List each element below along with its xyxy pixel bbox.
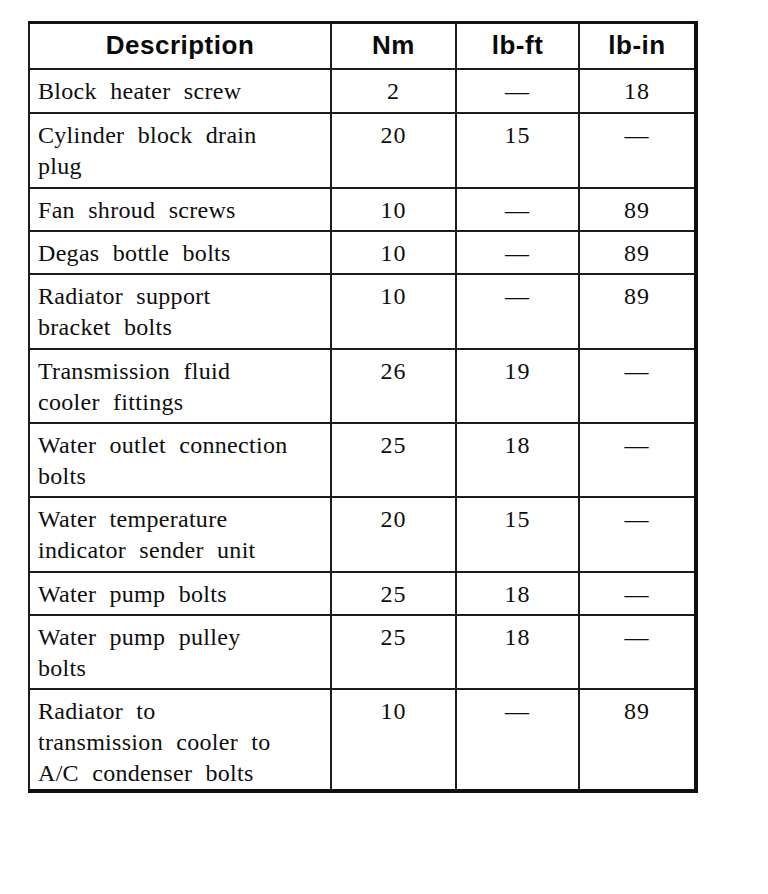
col-header-lb-in: lb-in <box>579 23 696 69</box>
nm-cell: 20 <box>331 113 456 188</box>
lb-in-cell: 89 <box>579 689 696 791</box>
table-row: Cylinder block drain plug 20 15 — <box>29 113 696 188</box>
lb-in-cell: — <box>579 113 696 188</box>
description-cell: Water pump bolts <box>29 572 331 615</box>
table-row: Water pump bolts 25 18 — <box>29 572 696 615</box>
description-cell: Cylinder block drain plug <box>29 113 331 188</box>
header-row: Description Nm lb-ft lb-in <box>29 23 696 69</box>
lb-in-cell: — <box>579 497 696 572</box>
table-row: Water pump pulley bolts 25 18 — <box>29 615 696 689</box>
lb-ft-cell: 18 <box>456 572 579 615</box>
lb-in-cell: 89 <box>579 274 696 349</box>
nm-cell: 26 <box>331 349 456 423</box>
lb-ft-cell: 15 <box>456 113 579 188</box>
lb-ft-cell: 18 <box>456 615 579 689</box>
description-cell: Block heater screw <box>29 69 331 113</box>
col-header-lb-ft: lb-ft <box>456 23 579 69</box>
lb-ft-cell: — <box>456 69 579 113</box>
nm-cell: 10 <box>331 274 456 349</box>
lb-ft-cell: — <box>456 274 579 349</box>
table-row: Radiator to transmission cooler to A/C c… <box>29 689 696 791</box>
nm-cell: 25 <box>331 615 456 689</box>
lb-in-cell: — <box>579 572 696 615</box>
lb-in-cell: 18 <box>579 69 696 113</box>
lb-ft-cell: — <box>456 188 579 231</box>
description-cell: Transmission fluid cooler fittings <box>29 349 331 423</box>
table-row: Water outlet connection bolts 25 18 — <box>29 423 696 497</box>
lb-ft-cell: 18 <box>456 423 579 497</box>
description-cell: Radiator support bracket bolts <box>29 274 331 349</box>
table-row: Transmission fluid cooler fittings 26 19… <box>29 349 696 423</box>
nm-cell: 25 <box>331 572 456 615</box>
table-row: Degas bottle bolts 10 — 89 <box>29 231 696 274</box>
nm-cell: 2 <box>331 69 456 113</box>
table-row: Radiator support bracket bolts 10 — 89 <box>29 274 696 349</box>
description-cell: Water temperature indicator sender unit <box>29 497 331 572</box>
table-row: Water temperature indicator sender unit … <box>29 497 696 572</box>
col-header-nm: Nm <box>331 23 456 69</box>
nm-cell: 10 <box>331 188 456 231</box>
lb-ft-cell: — <box>456 689 579 791</box>
lb-in-cell: — <box>579 615 696 689</box>
torque-spec-table: Description Nm lb-ft lb-in Block heater … <box>28 21 698 793</box>
col-header-description: Description <box>29 23 331 69</box>
description-cell: Degas bottle bolts <box>29 231 331 274</box>
lb-in-cell: 89 <box>579 188 696 231</box>
lb-ft-cell: — <box>456 231 579 274</box>
scanned-page: Description Nm lb-ft lb-in Block heater … <box>0 0 768 894</box>
nm-cell: 25 <box>331 423 456 497</box>
description-cell: Water pump pulley bolts <box>29 615 331 689</box>
lb-ft-cell: 19 <box>456 349 579 423</box>
description-cell: Radiator to transmission cooler to A/C c… <box>29 689 331 791</box>
lb-in-cell: 89 <box>579 231 696 274</box>
nm-cell: 10 <box>331 689 456 791</box>
lb-in-cell: — <box>579 349 696 423</box>
nm-cell: 20 <box>331 497 456 572</box>
description-cell: Fan shroud screws <box>29 188 331 231</box>
table-row: Block heater screw 2 — 18 <box>29 69 696 113</box>
lb-in-cell: — <box>579 423 696 497</box>
lb-ft-cell: 15 <box>456 497 579 572</box>
table-row: Fan shroud screws 10 — 89 <box>29 188 696 231</box>
description-cell: Water outlet connection bolts <box>29 423 331 497</box>
nm-cell: 10 <box>331 231 456 274</box>
